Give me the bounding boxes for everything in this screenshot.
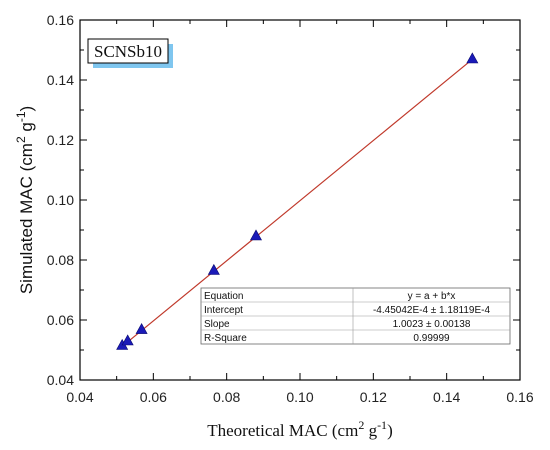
data-point <box>466 52 479 64</box>
x-tick-label: 0.12 <box>360 389 387 405</box>
fit-table-value: y = a + b*x <box>408 291 456 302</box>
tick-labels: 0.04 0.06 0.08 0.10 0.12 0.14 0.16 0.04 0.06 0.08… <box>47 12 534 405</box>
annotation-frame <box>87 38 169 64</box>
data-point <box>121 334 134 346</box>
x-axis-title: Theoretical MAC (cm2 g-1) <box>207 418 392 440</box>
y-tick-label: 0.14 <box>47 72 74 88</box>
data-points <box>116 52 479 350</box>
fit-table-key: Equation <box>204 291 243 302</box>
fit-table-value: 1.0023 ± 0.00138 <box>393 319 471 330</box>
y-tick-label: 0.10 <box>47 192 74 208</box>
fit-table-key: Slope <box>204 319 230 330</box>
annotation-box: SCNSb10 <box>87 38 173 68</box>
y-tick-label: 0.08 <box>47 252 74 268</box>
data-point <box>207 263 220 275</box>
x-tick-label: 0.10 <box>286 389 313 405</box>
axis-ticks <box>79 19 521 381</box>
annotation-label: SCNSb10 <box>94 42 162 61</box>
x-tick-label: 0.14 <box>433 389 460 405</box>
fit-table: Equation y = a + b*x Intercept -4.45042E-4 … <box>200 287 511 345</box>
y-tick-label: 0.04 <box>47 372 74 388</box>
data-point <box>135 322 148 334</box>
y-axis-title: Simulated MAC (cm2 g-1) <box>14 106 36 294</box>
y-tick-label: 0.06 <box>47 312 74 328</box>
fit-table-key: Intercept <box>204 305 243 316</box>
x-tick-label: 0.16 <box>506 389 533 405</box>
x-tick-label: 0.06 <box>140 389 167 405</box>
y-tick-label: 0.16 <box>47 12 74 28</box>
x-tick-label: 0.04 <box>66 389 93 405</box>
data-point <box>249 229 263 241</box>
fit-table-value: -4.45042E-4 ± 1.18119E-4 <box>373 305 490 316</box>
fit-table-key: R-Square <box>204 333 247 344</box>
x-tick-label: 0.08 <box>213 389 240 405</box>
fit-line <box>121 58 473 347</box>
fit-table-value: 0.99999 <box>413 333 450 344</box>
y-tick-label: 0.12 <box>47 132 74 148</box>
